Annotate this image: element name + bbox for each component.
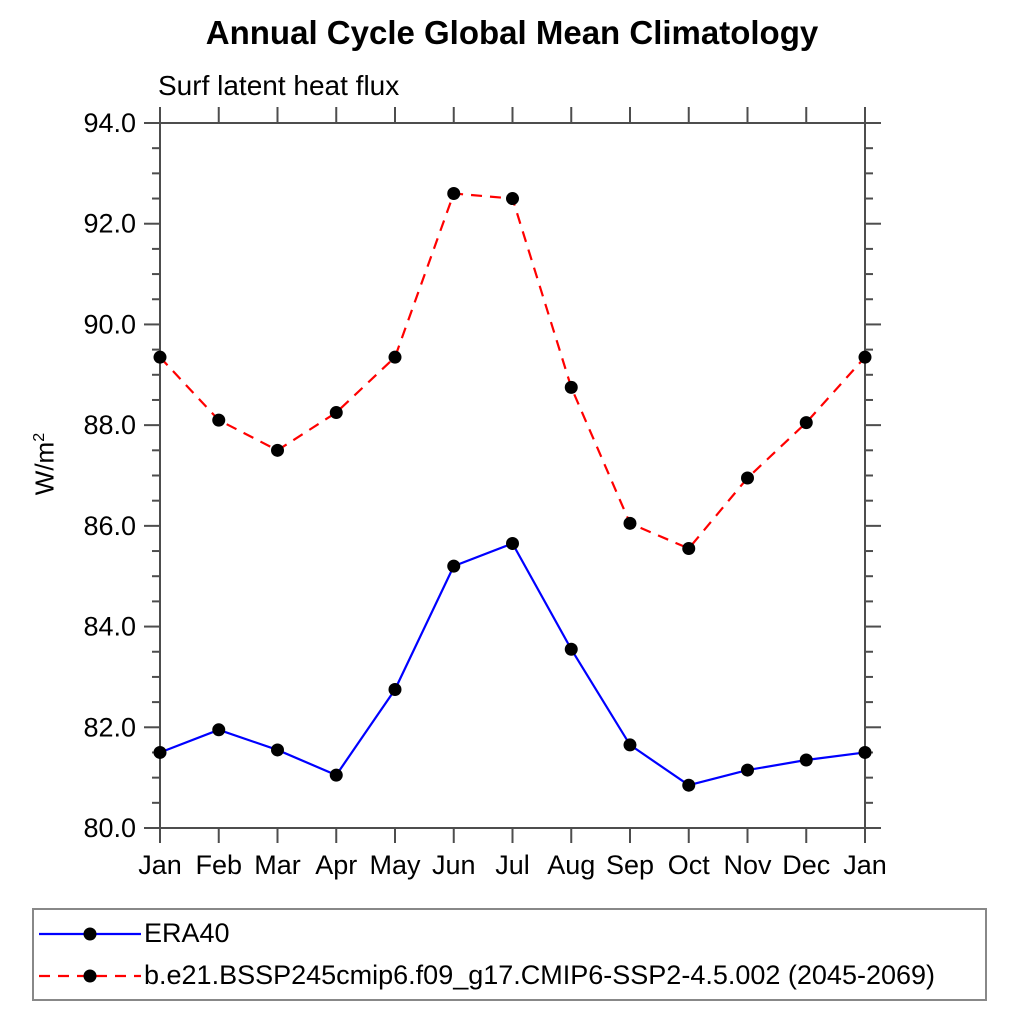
data-point: [623, 516, 637, 530]
x-tick-label: Jul: [495, 850, 530, 880]
x-tick-label: Feb: [195, 850, 242, 880]
chart-title: Annual Cycle Global Mean Climatology: [205, 14, 819, 51]
data-point: [447, 559, 461, 573]
y-tick-label: 90.0: [83, 309, 136, 339]
data-point: [447, 187, 461, 200]
series-line-0: [159, 542, 866, 787]
x-tick-label: Apr: [315, 850, 357, 880]
data-point: [153, 745, 167, 759]
x-tick-label: Sep: [606, 850, 654, 880]
data-point: [741, 763, 754, 777]
data-point: [858, 745, 872, 759]
data-point: [388, 683, 402, 697]
legend-label-era40: ERA40: [144, 918, 230, 948]
data-point: [153, 350, 167, 364]
data-point: [271, 743, 284, 757]
data-point: [329, 406, 343, 420]
x-tick-label: Mar: [254, 850, 301, 880]
x-tick-label: Nov: [723, 850, 772, 880]
legend-item-cmip6-ssp2: b.e21.BSSP245cmip6.f09_g17.CMIP6-SSP2-4.…: [34, 958, 985, 994]
y-tick-label: 92.0: [83, 209, 136, 239]
data-point: [564, 642, 578, 656]
x-tick-label: Jan: [138, 850, 182, 880]
data-point: [858, 350, 872, 364]
legend-label-cmip6-ssp2: b.e21.BSSP245cmip6.f09_g17.CMIP6-SSP2-4.…: [144, 960, 936, 990]
series-markers-1: [153, 187, 872, 556]
legend: ERA40 b.e21.BSSP245cmip6.f09_g17.CMIP6-S…: [32, 908, 987, 1001]
data-point: [682, 778, 696, 792]
data-point: [741, 471, 754, 485]
data-point: [329, 768, 343, 782]
x-tick-label: Jan: [843, 850, 887, 880]
data-point: [506, 536, 519, 550]
y-tick-label: 94.0: [83, 108, 136, 138]
y-tick-label: 80.0: [83, 813, 136, 843]
plot-frame: [159, 122, 866, 829]
data-point: [271, 443, 284, 457]
x-tick-label: Oct: [668, 850, 711, 880]
x-tick-label: May: [369, 850, 421, 880]
data-point: [212, 723, 226, 737]
legend-item-era40: ERA40: [34, 916, 985, 952]
data-point: [388, 350, 402, 364]
x-axis-ticks: Jan Feb Mar Apr May Jun Jul Aug Sep Oct Nov Dec Jan: [138, 107, 887, 880]
data-point: [799, 753, 813, 767]
data-point: [799, 416, 813, 430]
y-tick-label: 84.0: [83, 612, 136, 642]
series-line-1: [159, 192, 866, 550]
y-axis-ticks: 80.0 82.0 84.0 86.0 88.0 90.0 92.0 94.0: [83, 108, 881, 843]
cmip6-dashed-line-sample-icon: [39, 969, 141, 982]
chart-subtitle: Surf latent heat flux: [158, 70, 400, 101]
data-point: [682, 542, 696, 556]
data-point: [212, 413, 226, 427]
data-point: [623, 738, 637, 752]
x-tick-label: Jun: [432, 850, 476, 880]
y-tick-label: 88.0: [83, 410, 136, 440]
y-tick-label: 86.0: [83, 511, 136, 541]
x-tick-label: Dec: [782, 850, 830, 880]
y-tick-label: 82.0: [83, 712, 136, 742]
era40-line-sample-icon: [39, 927, 141, 940]
series-markers-0: [153, 536, 872, 792]
data-point: [506, 192, 519, 206]
x-tick-label: Aug: [547, 850, 595, 880]
data-point: [564, 380, 578, 394]
